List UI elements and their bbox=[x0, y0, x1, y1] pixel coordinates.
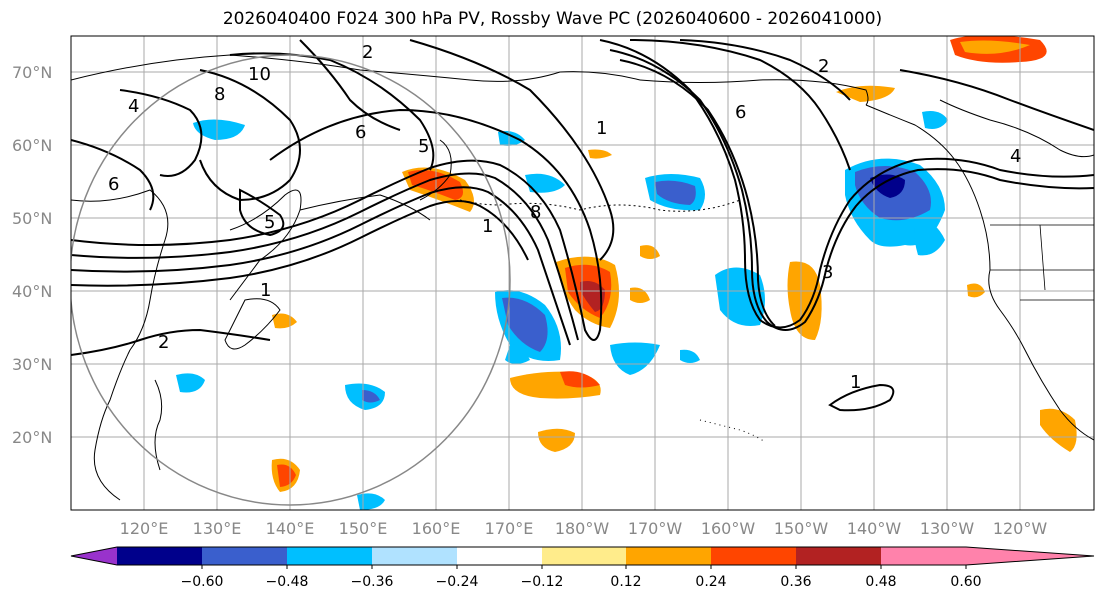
svg-text:60°N: 60°N bbox=[12, 136, 52, 155]
svg-text:10: 10 bbox=[248, 64, 271, 85]
svg-text:5: 5 bbox=[264, 212, 275, 233]
svg-text:6: 6 bbox=[735, 102, 746, 123]
svg-text:160°W: 160°W bbox=[701, 519, 756, 538]
svg-text:70°N: 70°N bbox=[12, 63, 52, 82]
latitude-labels: 70°N 60°N 50°N 40°N 30°N 20°N bbox=[12, 63, 52, 447]
svg-text:1: 1 bbox=[596, 118, 607, 139]
pv-contours bbox=[71, 39, 1094, 412]
svg-text:140°W: 140°W bbox=[847, 519, 902, 538]
contour-labels: 10 8 6 5 4 2 1 1 2 6 8 5 1 2 4 6 3 1 bbox=[108, 42, 1021, 393]
svg-text:1: 1 bbox=[850, 372, 861, 393]
svg-text:120°W: 120°W bbox=[993, 519, 1048, 538]
svg-text:2: 2 bbox=[158, 332, 169, 353]
svg-text:30°N: 30°N bbox=[12, 355, 52, 374]
svg-text:2: 2 bbox=[818, 56, 829, 77]
colorbar-segment bbox=[457, 547, 542, 565]
svg-text:8: 8 bbox=[530, 202, 541, 223]
colorbar-segment bbox=[202, 547, 287, 565]
colorbar-tick-label: −0.60 bbox=[181, 574, 224, 590]
colorbar-tick-label: 0.60 bbox=[950, 574, 981, 590]
colorbar-tick-label: −0.48 bbox=[266, 574, 309, 590]
colorbar-segment bbox=[287, 547, 372, 565]
graticule bbox=[71, 36, 1094, 510]
colorbar-tick-label: 0.48 bbox=[865, 574, 896, 590]
svg-text:6: 6 bbox=[355, 122, 366, 143]
svg-text:1: 1 bbox=[260, 280, 271, 301]
svg-text:130°W: 130°W bbox=[920, 519, 975, 538]
svg-text:8: 8 bbox=[214, 84, 225, 105]
longitude-labels: 120°E 130°E 140°E 150°E 160°E 170°E 180°… bbox=[120, 519, 1048, 538]
svg-text:1: 1 bbox=[482, 216, 493, 237]
svg-text:40°N: 40°N bbox=[12, 282, 52, 301]
map-border bbox=[70, 35, 1095, 511]
colorbar-segment bbox=[881, 547, 966, 565]
colorbar-segment bbox=[117, 547, 202, 565]
svg-text:170°W: 170°W bbox=[628, 519, 683, 538]
colorbar-segment bbox=[796, 547, 881, 565]
svg-text:20°N: 20°N bbox=[12, 428, 52, 447]
svg-text:5: 5 bbox=[418, 136, 429, 157]
colorbar-tick-label: −0.36 bbox=[351, 574, 394, 590]
svg-text:4: 4 bbox=[1010, 146, 1021, 167]
svg-text:6: 6 bbox=[108, 174, 119, 195]
colorbar-tick-label: −0.24 bbox=[436, 574, 479, 590]
svg-text:2: 2 bbox=[362, 42, 373, 63]
svg-text:180°W: 180°W bbox=[555, 519, 610, 538]
svg-text:130°E: 130°E bbox=[193, 519, 242, 538]
svg-text:50°N: 50°N bbox=[12, 209, 52, 228]
svg-text:150°W: 150°W bbox=[774, 519, 829, 538]
colorbar-extend-left bbox=[71, 547, 117, 565]
colorbar-tick-label: 0.24 bbox=[695, 574, 726, 590]
colorbar-segment bbox=[372, 547, 457, 565]
colorbar: −0.60 −0.48 −0.36 −0.24 −0.12 0.12 0.24 … bbox=[70, 546, 1095, 590]
chart-title: 2026040400 F024 300 hPa PV, Rossby Wave … bbox=[222, 9, 883, 29]
svg-text:120°E: 120°E bbox=[120, 519, 169, 538]
colorbar-segment bbox=[626, 547, 711, 565]
rossby-region-circle bbox=[71, 54, 511, 506]
svg-text:160°E: 160°E bbox=[412, 519, 461, 538]
colorbar-tick-label: 0.12 bbox=[610, 574, 641, 590]
colorbar-tick-label: 0.36 bbox=[780, 574, 811, 590]
svg-text:170°E: 170°E bbox=[485, 519, 534, 538]
svg-text:3: 3 bbox=[822, 262, 833, 283]
colorbar-segment bbox=[542, 547, 626, 565]
colorbar-extend-right bbox=[966, 547, 1094, 565]
svg-text:150°E: 150°E bbox=[339, 519, 388, 538]
colorbar-segment bbox=[711, 547, 796, 565]
svg-text:140°E: 140°E bbox=[266, 519, 315, 538]
colorbar-tick-label: −0.12 bbox=[521, 574, 564, 590]
svg-text:4: 4 bbox=[128, 96, 139, 117]
